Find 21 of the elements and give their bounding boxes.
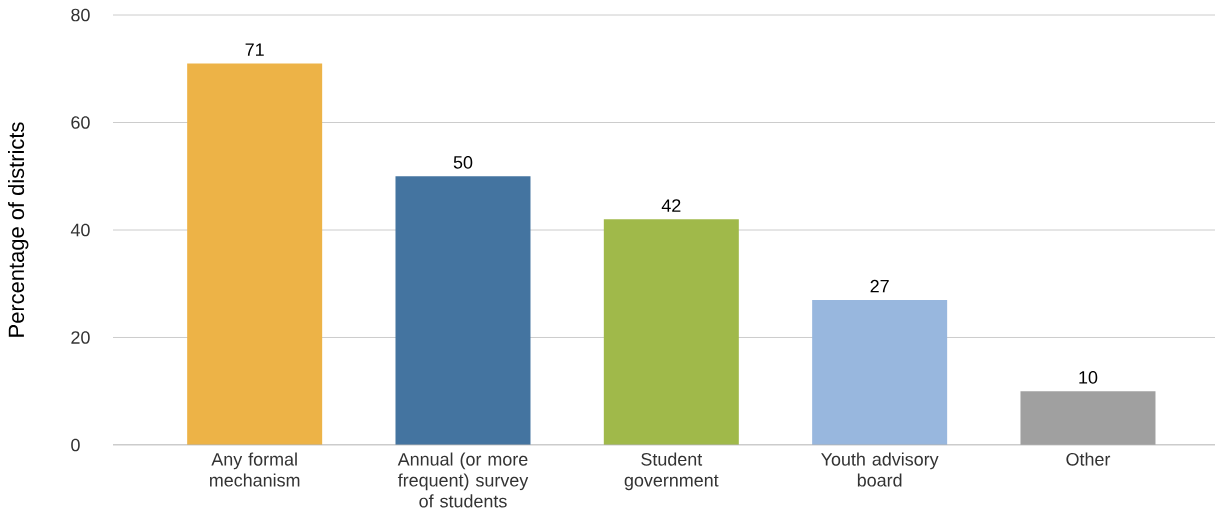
y-tick-label: 20	[71, 331, 90, 344]
data-label: 50	[453, 156, 473, 169]
y-tick-label: 0	[71, 438, 80, 452]
bar	[812, 299, 948, 445]
bar	[1020, 391, 1156, 445]
data-label: 71	[245, 43, 264, 56]
y-tick-label: 80	[71, 8, 90, 22]
y-tick-label: 60	[71, 116, 90, 129]
data-label: 27	[870, 279, 889, 293]
bar	[603, 219, 739, 445]
bar	[187, 63, 323, 445]
y-tick-label: 40	[70, 223, 90, 237]
y-axis-title: Percentage of districts	[8, 122, 29, 337]
bar	[395, 176, 531, 445]
data-label: 10	[1079, 371, 1098, 384]
x-tick-label: Student government	[624, 452, 719, 491]
x-tick-label: Youth advisory board	[821, 452, 939, 487]
x-tick-label: Other	[1066, 452, 1111, 466]
x-tick-label: Any formal mechanism	[210, 452, 300, 487]
data-label: 42	[661, 199, 681, 212]
x-tick-label: Annual (or more frequent) survey of students	[397, 452, 529, 508]
